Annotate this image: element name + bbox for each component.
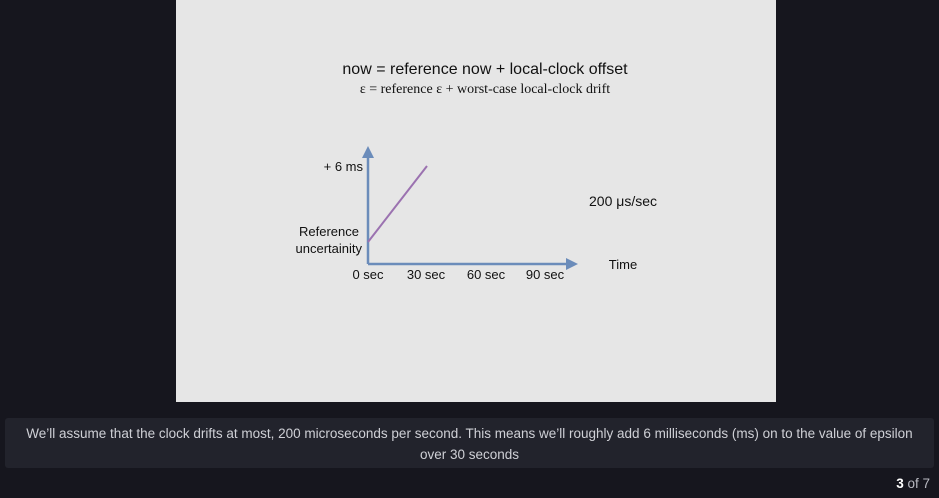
- caption-box: We’ll assume that the clock drifts at mo…: [5, 418, 934, 468]
- total-pages: 7: [922, 476, 930, 491]
- caption-text: We’ll assume that the clock drifts at mo…: [26, 426, 913, 462]
- current-page: 3: [896, 476, 904, 491]
- origin-label-line1: Reference: [299, 224, 359, 239]
- page-separator: of: [903, 476, 923, 491]
- x-tick-label: 0 sec: [352, 267, 384, 282]
- slide-canvas: now = reference now + local-clock offset…: [176, 0, 776, 402]
- x-tick-label: 90 sec: [526, 267, 565, 282]
- x-tick-label: 30 sec: [407, 267, 446, 282]
- y-axis-arrow: [362, 146, 374, 158]
- drift-diagram: now = reference now + local-clock offset…: [296, 61, 657, 282]
- drift-line: [367, 165, 428, 243]
- y-max-label: + 6 ms: [324, 159, 364, 174]
- formula-now: now = reference now + local-clock offset: [342, 61, 628, 78]
- formula-epsilon: ε = reference ε + worst-case local-clock…: [360, 82, 610, 97]
- x-axis-label: Time: [609, 257, 637, 272]
- x-tick-label: 60 sec: [467, 267, 506, 282]
- page-counter: 3 of 7: [896, 476, 930, 491]
- drift-rate-label: 200 μs/sec: [589, 193, 657, 209]
- x-axis-arrow: [566, 258, 578, 270]
- origin-label-line2: uncertainity: [296, 241, 363, 256]
